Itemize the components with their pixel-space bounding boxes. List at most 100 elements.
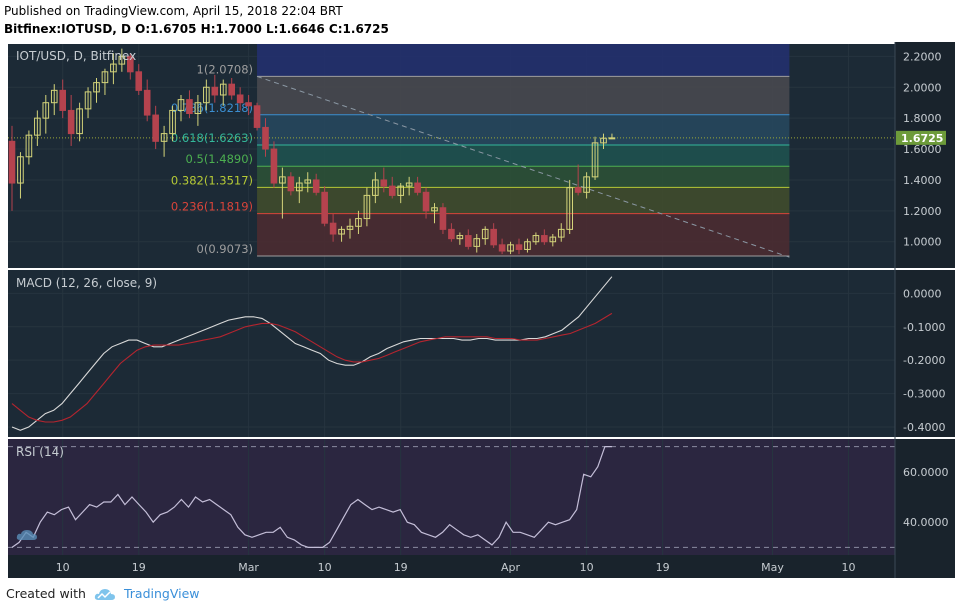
candle-body[interactable] [422,191,430,212]
candle-body[interactable] [270,148,278,184]
candle-body[interactable] [236,94,244,104]
macd-tick-label: -0.3000 [903,388,945,401]
rsi-tick-label: 60.0000 [903,466,949,479]
candle-body[interactable] [8,140,16,184]
candle-body[interactable] [194,102,202,115]
candle-body[interactable] [262,126,269,150]
candle-body[interactable] [67,109,75,135]
candle-body[interactable] [549,236,557,243]
candle-body[interactable] [541,235,548,243]
tradingview-cloud-icon [94,588,115,600]
candle-body[interactable] [84,91,92,110]
price-tick-label: 1.6000 [903,143,942,156]
candle-body[interactable] [219,83,227,96]
candle-body[interactable] [574,187,582,193]
candle-body[interactable] [405,182,413,187]
candle-body[interactable] [110,63,117,73]
tradingview-brand[interactable]: TradingView [123,586,200,601]
last-price-label: 1.6725 [901,132,943,145]
candle-body[interactable] [380,179,388,187]
candle-body[interactable] [17,156,24,184]
rsi-series[interactable] [11,446,612,549]
candle-body[interactable] [388,185,396,196]
macd-tick-label: -0.2000 [903,354,945,367]
candle-body[interactable] [177,99,185,111]
candle-body[interactable] [34,117,41,136]
candle-body[interactable] [498,244,506,252]
candle-body[interactable] [253,105,261,128]
candle-body[interactable] [414,182,421,193]
candle-body[interactable] [600,137,607,144]
footer: Created with TradingView [6,586,200,601]
fib-level-label: 0.236(1.1819) [171,200,253,214]
candle-body[interactable] [583,176,590,193]
candle-body[interactable] [118,55,126,65]
candle-body[interactable] [338,228,345,235]
candle-body[interactable] [465,235,472,247]
candle-body[interactable] [101,71,109,84]
candle-body[interactable] [169,109,176,135]
macd-series-macd[interactable] [11,276,613,431]
candle-body[interactable] [566,187,574,230]
candle-body[interactable] [481,228,489,240]
last-price-badge [896,130,946,145]
time-tick-label: 10 [318,561,332,574]
fib-band [257,144,790,167]
candle-body[interactable] [439,207,447,230]
candle-body[interactable] [135,71,143,91]
candle-body[interactable] [591,142,599,178]
candle-body[interactable] [186,99,193,115]
candle-body[interactable] [279,176,286,184]
candle-body[interactable] [557,228,565,238]
fib-band [257,166,790,188]
macd-tick-label: -0.4000 [903,421,945,434]
candle-body[interactable] [228,83,235,96]
time-tick-label: 10 [842,561,856,574]
candle-body[interactable] [59,89,67,111]
candle-body[interactable] [448,228,455,240]
candle-body[interactable] [431,207,438,212]
candle-body[interactable] [50,89,58,104]
candle-body[interactable] [363,194,371,220]
candle-body[interactable] [203,86,210,104]
candle-body[interactable] [397,185,404,196]
candle-body[interactable] [312,179,320,193]
macd-pane-title: MACD (12, 26, close, 9) [16,276,157,290]
fib-level-label: 0.382(1.3517) [171,173,253,187]
time-tick-label: May [761,561,784,574]
candle-body[interactable] [456,235,464,240]
candle-body[interactable] [42,102,50,119]
candle-body[interactable] [287,176,295,192]
candle-body[interactable] [152,114,159,142]
candle-body[interactable] [507,244,514,252]
macd-tick-label: -0.1000 [903,321,945,334]
candle-body[interactable] [329,222,337,235]
pane-background-1 [8,270,895,437]
macd-series-signal[interactable] [11,312,613,423]
candle-body[interactable] [76,108,83,135]
candle-body[interactable] [372,179,379,196]
candle-body[interactable] [93,82,100,93]
candle-body[interactable] [473,238,481,247]
candle-body[interactable] [608,137,616,140]
rsi-pane-title: RSI (14) [16,445,64,459]
candle-body[interactable] [245,102,252,107]
created-with-label: Created with [6,586,86,601]
candle-body[interactable] [346,225,354,230]
candle-body[interactable] [304,179,312,184]
candle-body[interactable] [321,191,328,224]
candle-body[interactable] [532,235,540,243]
candle-body[interactable] [211,86,219,96]
candle-body[interactable] [296,182,303,192]
candle-body[interactable] [160,133,168,142]
candle-body[interactable] [515,244,523,250]
trendline[interactable] [256,75,790,258]
candle-body[interactable] [355,218,362,227]
candle-body[interactable] [25,134,33,158]
candle-body[interactable] [143,89,151,116]
candle-body[interactable] [127,55,134,73]
candle-body[interactable] [490,228,497,246]
candle-body[interactable] [524,241,531,250]
price-tick-label: 1.4000 [903,174,942,187]
